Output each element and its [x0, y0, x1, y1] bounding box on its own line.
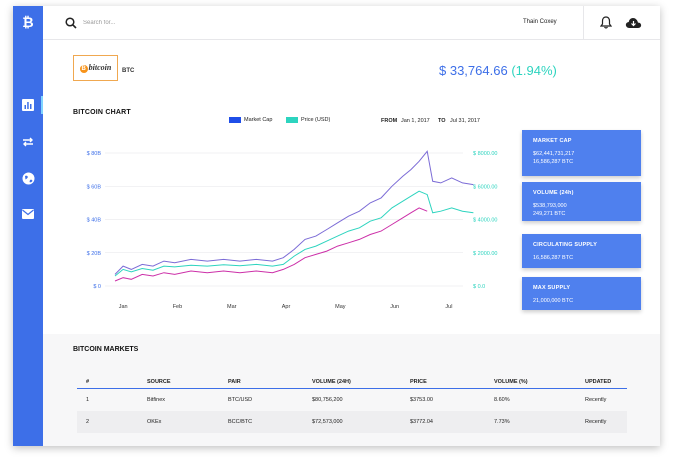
legend-label-market-cap: Market Cap [244, 117, 273, 123]
table-cell: 7.73% [494, 419, 510, 425]
globe-icon[interactable] [20, 170, 36, 186]
table-cell: $3753.00 [410, 397, 433, 403]
user-name[interactable]: Thain Coxey [523, 19, 557, 25]
range-from-label: FROM [381, 118, 398, 124]
search-input[interactable] [83, 16, 283, 30]
table-cell: BCC/BTC [228, 419, 253, 425]
table-header: # SOURCE PAIR VOLUME (24H) PRICE VOLUME … [77, 373, 627, 389]
left-axis-tick-label: $ 20B [87, 251, 102, 257]
stat-value: 21,000,000 BTC [533, 298, 574, 304]
table-cell: $72,573,000 [312, 419, 343, 425]
x-axis-tick-label: Mar [227, 304, 237, 310]
x-axis-tick-label: Feb [173, 304, 182, 310]
table-cell: Recently [585, 397, 607, 403]
stat-value: 16,586,287 BTC [533, 255, 574, 261]
x-axis-tick-label: May [335, 304, 346, 310]
stat-value: 249,271 BTC [533, 211, 566, 217]
column-header[interactable]: PRICE [410, 379, 427, 385]
cloud-download-icon[interactable] [625, 16, 643, 30]
series-line-market-cap [114, 150, 474, 275]
column-header[interactable]: UPDATED [585, 379, 612, 385]
coin-ticker: BTC [122, 68, 135, 74]
stat-label: MAX SUPPLY [533, 285, 571, 291]
right-axis-tick-label: $ 4000.00 [473, 218, 497, 224]
right-axis-tick-label: $ 8000.00 [473, 151, 497, 157]
table-cell: $3772.04 [410, 419, 433, 425]
search-icon[interactable] [65, 16, 79, 30]
stat-card-circulating-supply: CIRCULATING SUPPLY 16,586,287 BTC [522, 234, 641, 268]
table-cell: Recently [585, 419, 607, 425]
coin-logo-mark: B [79, 65, 88, 73]
range-from-date[interactable]: Jan 1, 2017 [401, 118, 430, 124]
sidebar: ₿ [13, 6, 43, 446]
svg-text:₿: ₿ [22, 14, 33, 30]
left-axis-tick-label: $ 0 [93, 284, 101, 290]
markets-table: # SOURCE PAIR VOLUME (24H) PRICE VOLUME … [77, 373, 627, 433]
series-line-price-usd [114, 190, 474, 277]
legend-label-price: Price (USD) [301, 117, 331, 123]
column-header[interactable]: PAIR [228, 379, 241, 385]
table-cell: BTC/USD [228, 397, 253, 403]
stat-card-max-supply: MAX SUPPLY 21,000,000 BTC [522, 277, 641, 310]
table-row[interactable]: 1 Bitfinex BTC/USD $80,756,200 $3753.00 … [77, 389, 627, 411]
active-indicator [41, 96, 43, 114]
bar-chart-icon[interactable] [20, 97, 36, 113]
table-cell: 2 [86, 419, 90, 425]
column-header[interactable]: VOLUME (24H) [312, 379, 351, 385]
table-cell: Bitfinex [147, 397, 166, 403]
stat-label: VOLUME (24h) [533, 190, 574, 196]
mail-icon[interactable] [20, 206, 36, 222]
coin-price-value: $ 33,764.66 [439, 63, 508, 78]
table-cell: 1 [86, 397, 90, 403]
column-header[interactable]: SOURCE [147, 379, 171, 385]
top-divider [583, 6, 584, 40]
stat-card-volume: VOLUME (24h) $538,793,000 249,271 BTC [522, 182, 641, 221]
stat-value: $538,793,000 [533, 203, 567, 209]
stat-label: MARKET CAP [533, 138, 572, 144]
left-axis-tick-label: $ 60B [87, 184, 102, 190]
range-to-date[interactable]: Jul 31, 2017 [450, 118, 480, 124]
coin-price-change: (1.94%) [511, 63, 557, 78]
stat-label: CIRCULATING SUPPLY [533, 242, 598, 248]
stat-value: $62,441,731,217 [533, 151, 575, 157]
legend-swatch-market-cap [229, 117, 241, 123]
table-cell: $80,756,200 [312, 397, 343, 403]
left-axis-tick-label: $ 40B [87, 218, 102, 224]
right-axis-tick-label: $ 6000.00 [473, 184, 497, 190]
x-axis-tick-label: Jul [445, 304, 452, 310]
series-line-unlabeled [114, 207, 428, 282]
legend-swatch-price [286, 117, 298, 123]
markets-section: BITCOIN MARKETS # SOURCE PAIR VOLUME (24… [43, 334, 660, 446]
stat-value: 16,586,287 BTC [533, 159, 574, 165]
left-axis-tick-label: $ 80B [87, 151, 102, 157]
x-axis-tick-label: Jun [390, 304, 399, 310]
coin-logo-label: bitcoin [88, 63, 112, 72]
x-axis-tick-label: Jan [119, 304, 128, 310]
bitcoin-chart: $ 0 $ 0.0 $ 20B $ 2000.00 $ 40B $ 4000.00 $ 60… [87, 150, 497, 310]
range-to-label: TO [438, 118, 446, 124]
bitcoin-logo-icon[interactable]: ₿ [20, 14, 36, 30]
chart-title: BITCOIN CHART [73, 109, 131, 116]
stat-card-market-cap: MARKET CAP $62,441,731,217 16,586,287 BT… [522, 130, 641, 176]
top-bar: Thain Coxey [43, 6, 660, 40]
bell-icon[interactable] [599, 16, 614, 30]
swap-arrows-icon[interactable] [20, 134, 36, 150]
right-axis-tick-label: $ 2000.00 [473, 251, 497, 257]
table-row[interactable]: 2 OKEx BCC/BTC $72,573,000 $3772.04 7.73… [77, 411, 627, 433]
column-header[interactable]: VOLUME (%) [494, 379, 528, 385]
table-cell: OKEx [147, 419, 162, 425]
column-header[interactable]: # [86, 379, 90, 385]
markets-title: BITCOIN MARKETS [73, 346, 139, 353]
x-axis-tick-label: Apr [282, 304, 291, 310]
right-axis-tick-label: $ 0.0 [473, 284, 485, 290]
table-cell: 8.60% [494, 397, 510, 403]
coin-price: $ 33,764.66 (1.94%) [439, 63, 557, 78]
